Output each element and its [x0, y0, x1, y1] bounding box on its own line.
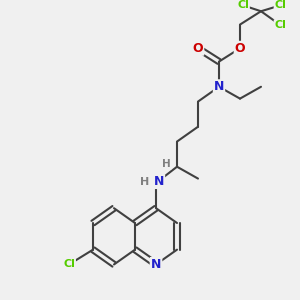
Text: O: O — [235, 42, 245, 55]
Text: N: N — [214, 80, 224, 93]
Text: Cl: Cl — [274, 0, 286, 10]
Text: N: N — [151, 258, 161, 271]
Text: N: N — [154, 175, 164, 188]
Text: Cl: Cl — [63, 260, 75, 269]
Text: Cl: Cl — [274, 20, 286, 30]
Text: N: N — [151, 258, 161, 271]
Text: Cl: Cl — [63, 260, 75, 269]
Text: H: H — [162, 159, 171, 169]
Text: O: O — [193, 42, 203, 55]
Text: Cl: Cl — [237, 0, 249, 10]
Text: H: H — [140, 176, 149, 187]
